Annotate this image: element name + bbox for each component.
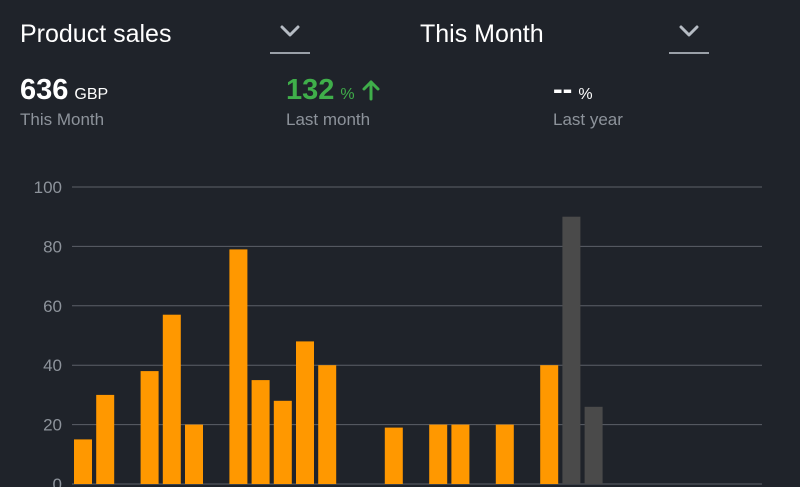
chevron-down-icon [679,25,699,37]
period-dropdown-toggle[interactable] [669,18,709,54]
y-tick-label: 100 [34,178,62,197]
stat-last-year-value: -- [553,74,573,106]
stat-last-year: --% Last year [553,74,623,130]
stat-current-caption: This Month [20,110,105,129]
stat-last-year-caption: Last year [553,110,623,129]
bar[interactable] [185,424,203,484]
bar[interactable] [429,424,448,484]
bar[interactable] [273,400,292,484]
y-tick-label: 20 [43,416,62,435]
stat-last-year-unit: % [578,86,593,103]
y-tick-label: 80 [43,237,62,256]
bar[interactable] [584,406,603,484]
metric-dropdown-toggle[interactable] [270,18,310,54]
stat-last-month-caption: Last month [286,110,371,129]
stat-current-value: 636 [20,74,69,106]
metric-dropdown-label: Product sales [20,20,172,48]
metric-dropdown[interactable]: Product sales [20,18,310,58]
arrow-up-icon [362,80,380,101]
chevron-down-icon [280,25,300,37]
bar[interactable] [540,365,559,484]
bar[interactable] [495,424,514,484]
bar[interactable] [162,314,181,484]
metric-dropdown-underline [270,52,310,54]
bar[interactable] [229,249,248,484]
bar[interactable] [74,439,92,484]
period-dropdown[interactable]: This Month [420,18,710,58]
bar[interactable] [451,424,470,484]
bar[interactable] [296,341,314,484]
y-tick-label: 0 [53,475,62,487]
sales-bar-chart: 0 20 40 60 80 100 [34,178,762,487]
period-dropdown-label: This Month [420,20,544,48]
stat-last-month: 132% Last month [286,74,381,130]
bar[interactable] [140,371,159,484]
bar[interactable] [318,365,337,484]
stat-last-month-value: 132 [286,74,335,106]
bar[interactable] [96,394,115,484]
bar[interactable] [384,427,403,484]
stat-current-unit: GBP [74,86,109,103]
stat-last-month-unit: % [340,86,355,103]
stat-current: 636 GBP This Month [20,74,108,130]
y-tick-label: 40 [43,356,62,375]
period-dropdown-underline [669,52,709,54]
bar[interactable] [251,380,270,484]
bar[interactable] [562,216,581,484]
y-tick-label: 60 [43,297,62,316]
